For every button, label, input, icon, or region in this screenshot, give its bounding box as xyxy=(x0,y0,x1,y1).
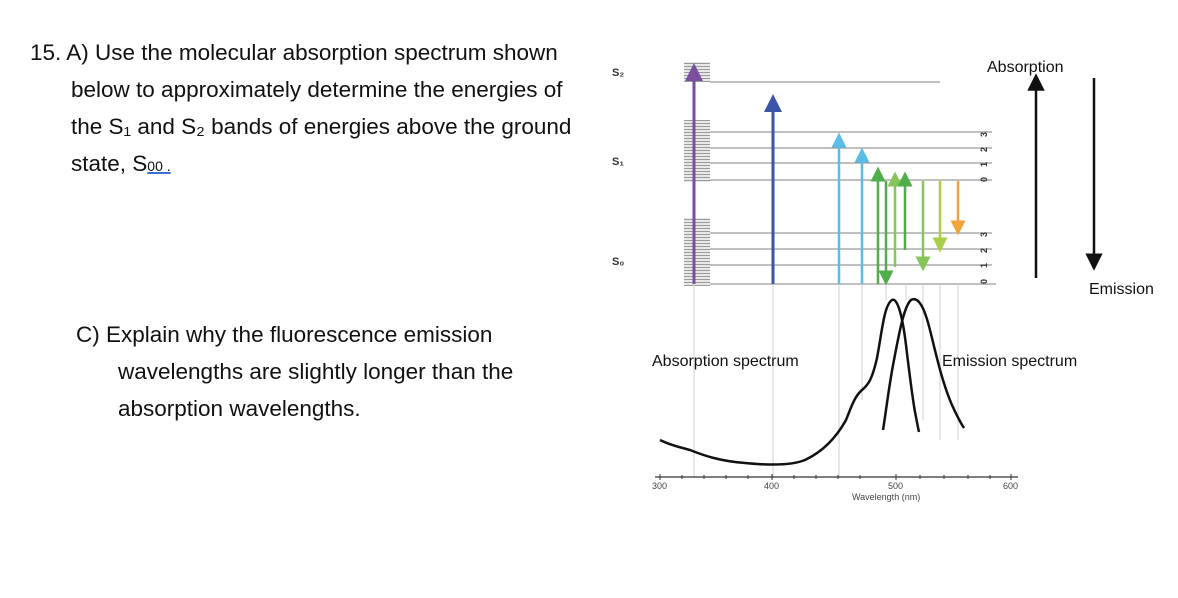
s0-vib-label-2: 2 xyxy=(979,248,989,253)
s1-vib-label-0: 0 xyxy=(979,177,989,182)
question-c-line-2: wavelengths are slightly longer than the xyxy=(118,359,514,384)
question-a-line-1: 15. A) Use the molecular absorption spec… xyxy=(30,40,558,65)
s0-band-block xyxy=(684,218,710,286)
question-c-line-3: absorption wavelengths. xyxy=(118,396,361,421)
question-a-line-4-prefix: state, S xyxy=(71,151,148,176)
jablonski-spectrum-diagram: S₂ S₁ S₀ 3 2 1 0 3 2 1 0 xyxy=(612,59,1154,502)
emission-spectrum-curve xyxy=(881,297,966,431)
s0-vib-label-0: 0 xyxy=(979,279,989,284)
absorption-label: Absorption xyxy=(987,59,1064,76)
s1-vib-label-1: 1 xyxy=(979,162,989,167)
s2-band-block xyxy=(684,62,710,82)
s1-vib-label-2: 2 xyxy=(979,147,989,152)
s1-vib-label-3: 3 xyxy=(979,132,989,137)
s1-band-block xyxy=(684,120,710,182)
state-label-s1: S₁ xyxy=(612,156,624,168)
state-label-s0: S₀ xyxy=(612,256,624,268)
x-axis-label: Wavelength (nm) xyxy=(852,492,920,502)
x-tick-300: 300 xyxy=(652,481,667,491)
absorption-spectrum-curve xyxy=(659,298,921,466)
emission-label: Emission xyxy=(1089,281,1154,298)
x-tick-500: 500 xyxy=(888,481,903,491)
x-tick-400: 400 xyxy=(764,481,779,491)
emission-spectrum-label: Emission spectrum xyxy=(942,353,1077,370)
question-a-line-2: below to approximately determine the ene… xyxy=(71,77,563,102)
question-15: 15. A) Use the molecular absorption spec… xyxy=(30,34,610,185)
question-c: C) Explain why the fluorescence emission… xyxy=(76,316,596,427)
x-tick-600: 600 xyxy=(1003,481,1018,491)
question-c-line-1: C) Explain why the fluorescence emission xyxy=(76,322,493,347)
ground-state-subscript: 00 . xyxy=(147,158,171,174)
energy-levels xyxy=(710,81,996,285)
s0-vib-label-1: 1 xyxy=(979,263,989,268)
state-label-s2: S₂ xyxy=(612,67,624,79)
question-a-line-4: state, S00 . xyxy=(30,145,610,185)
s0-vib-label-3: 3 xyxy=(979,232,989,237)
absorption-spectrum-label: Absorption spectrum xyxy=(652,353,799,370)
question-a-line-3: the S₁ and S₂ bands of energies above th… xyxy=(71,114,572,139)
